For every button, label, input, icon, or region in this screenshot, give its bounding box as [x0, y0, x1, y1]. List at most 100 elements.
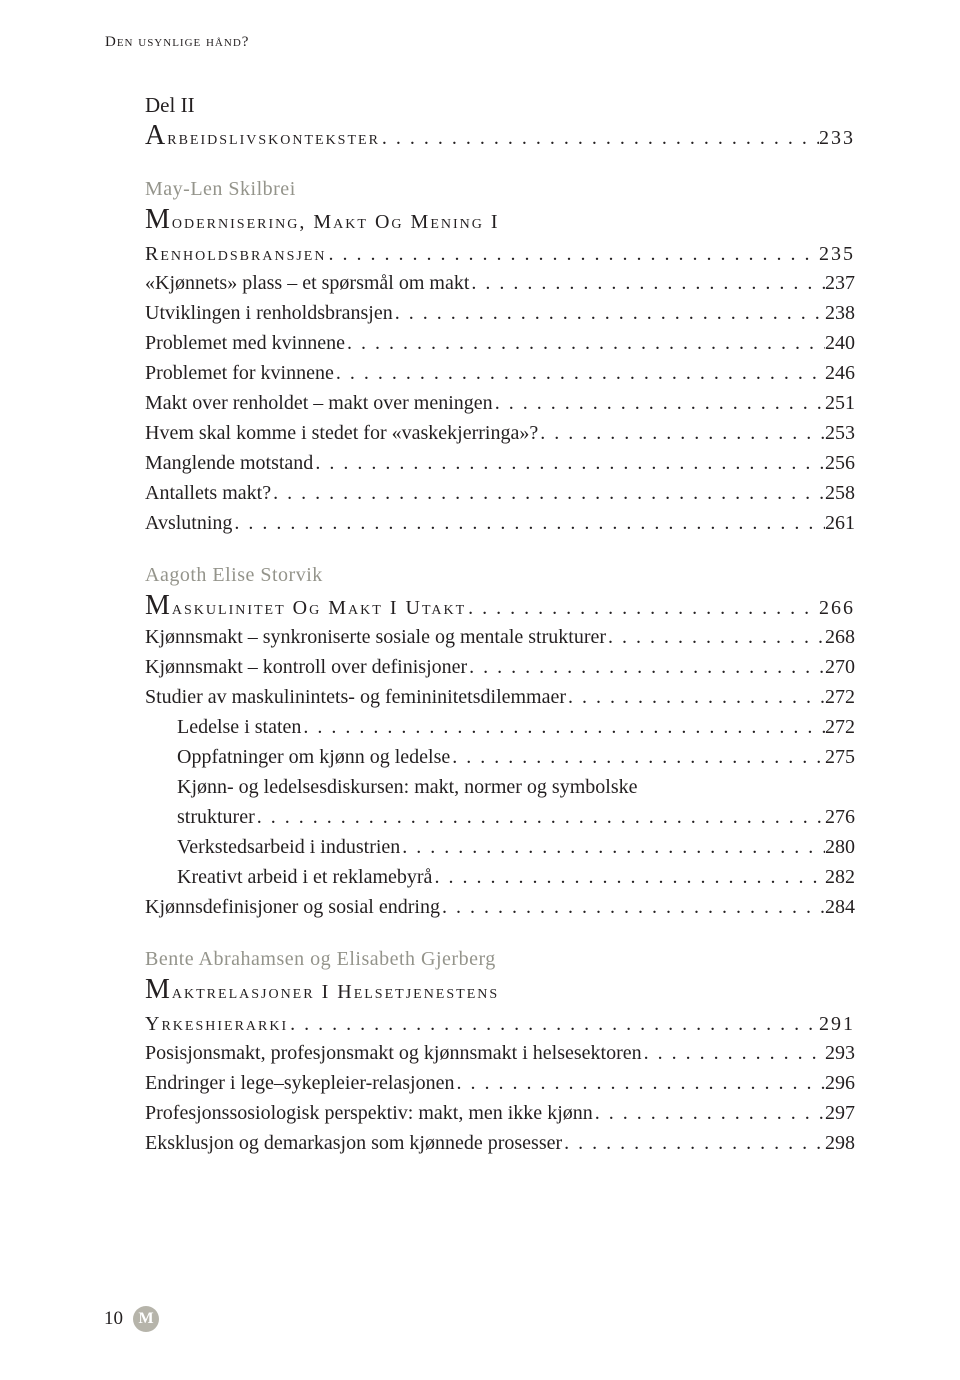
section-block: May-Len SkilbreiModernisering, makt og m…: [145, 178, 855, 538]
toc-entry-text: strukturer: [177, 802, 255, 832]
chapter-title-text: Arbeidslivskontekster: [145, 120, 380, 152]
toc-page: 272: [825, 682, 855, 712]
toc-page: 282: [825, 862, 855, 892]
toc-entry-text: Posisjonsmakt, profesjonsmakt og kjønnsm…: [145, 1038, 642, 1068]
toc-leader: . . . . . . . . . . . . . . . . . . . . …: [393, 298, 825, 328]
toc-page: 293: [825, 1038, 855, 1068]
toc-entry-text: Utviklingen i renholdsbransjen: [145, 298, 393, 328]
author: Bente Abrahamsen og Elisabeth Gjerberg: [145, 948, 855, 971]
chapter-title-text: yrkeshierarki: [145, 1006, 288, 1038]
toc-entry-text: Eksklusjon og demarkasjon som kjønnede p…: [145, 1128, 562, 1158]
toc-entry-text: Oppfatninger om kjønn og ledelse: [177, 742, 450, 772]
toc-page: 256: [825, 448, 855, 478]
toc-entry-text: Hvem skal komme i stedet for «vaskekjerr…: [145, 418, 538, 448]
toc-entry: Hvem skal komme i stedet for «vaskekjerr…: [145, 418, 855, 448]
toc-leader: . . . . . . . . . . . . . . . . . . . . …: [313, 448, 825, 478]
toc-entry: Problemet med kvinnene. . . . . . . . . …: [145, 328, 855, 358]
toc-entry: Kreativt arbeid i et reklamebyrå. . . . …: [145, 862, 855, 892]
running-head: Den usynlige hånd?: [105, 34, 855, 51]
toc-entry: Avslutning. . . . . . . . . . . . . . . …: [145, 508, 855, 538]
toc-entry-text: «Kjønnets» plass – et spørsmål om makt: [145, 268, 469, 298]
toc-entry-text: Antallets makt?: [145, 478, 271, 508]
toc-entry-text: Ledelse i staten: [177, 712, 301, 742]
toc-entry-text: Profesjonssosiologisk perspektiv: makt, …: [145, 1098, 593, 1128]
toc-entry: Oppfatninger om kjønn og ledelse. . . . …: [145, 742, 855, 772]
toc-page: 296: [825, 1068, 855, 1098]
toc-entry: Eksklusjon og demarkasjon som kjønnede p…: [145, 1128, 855, 1158]
toc-page: 240: [825, 328, 855, 358]
toc-entry-text: Verkstedsarbeid i industrien: [177, 832, 400, 862]
chapter-title: Maskulinitet og makt i utakt. . . . . . …: [145, 590, 855, 622]
author: Aagoth Elise Storvik: [145, 564, 855, 587]
toc-leader: . . . . . . . . . . . . . . . . . . . . …: [301, 712, 825, 742]
toc-page: 235: [819, 243, 855, 266]
toc-page: 251: [825, 388, 855, 418]
chapter-title-cont: renholdsbransjen. . . . . . . . . . . . …: [145, 236, 855, 268]
toc-leader: . . . . . . . . . . . . . . . . . . . . …: [334, 358, 825, 388]
toc-entry: strukturer. . . . . . . . . . . . . . . …: [145, 802, 855, 832]
toc-page: 266: [819, 597, 855, 620]
chapter-title-text: renholdsbransjen: [145, 236, 326, 268]
toc-leader: . . . . . . . . . . . . . . . . . . . . …: [493, 388, 825, 418]
toc-leader: . . . . . . . . . . . . . . . . . . . . …: [469, 268, 825, 298]
toc-page: 275: [825, 742, 855, 772]
toc-entry: Ledelse i staten. . . . . . . . . . . . …: [145, 712, 855, 742]
toc-entry: Kjønnsmakt – kontroll over definisjoner.…: [145, 652, 855, 682]
toc-page: 276: [825, 802, 855, 832]
toc-page: 298: [825, 1128, 855, 1158]
toc-entry-text: Studier av maskulinintets- og femininite…: [145, 682, 566, 712]
toc-page: 246: [825, 358, 855, 388]
toc-entry-text: Makt over renholdet – makt over meningen: [145, 388, 493, 418]
toc-entry: Manglende motstand. . . . . . . . . . . …: [145, 448, 855, 478]
toc-leader: . . . . . . . . . . . . . . . . . . . . …: [255, 802, 825, 832]
toc-leader: . . . . . . . . . . . . . . . . . . . . …: [288, 1013, 819, 1036]
toc-leader: . . . . . . . . . . . . . . . . . . . . …: [454, 1068, 825, 1098]
toc-entry: Utviklingen i renholdsbransjen. . . . . …: [145, 298, 855, 328]
toc-entry-text: Kreativt arbeid i et reklamebyrå: [177, 862, 432, 892]
toc-entry: «Kjønnets» plass – et spørsmål om makt. …: [145, 268, 855, 298]
footer-m-icon: M: [133, 1306, 159, 1332]
toc-leader: . . . . . . . . . . . . . . . . . . . . …: [440, 892, 825, 922]
part-label: Del II: [145, 93, 855, 118]
chapter-title: Modernisering, makt og mening i: [145, 204, 855, 236]
page: Den usynlige hånd? Del II Arbeidslivskon…: [0, 0, 960, 1158]
toc-entry-text: Problemet for kvinnene: [145, 358, 334, 388]
chapter-title-text: Maskulinitet og makt i utakt: [145, 590, 466, 622]
chapter-title-text: Modernisering, makt og mening i: [145, 204, 500, 236]
toc-entry: Makt over renholdet – makt over meningen…: [145, 388, 855, 418]
toc-leader: . . . . . . . . . . . . . . . . . . . . …: [566, 682, 825, 712]
toc-entry-text: Avslutning: [145, 508, 232, 538]
toc-entry: Antallets makt?. . . . . . . . . . . . .…: [145, 478, 855, 508]
toc-leader: . . . . . . . . . . . . . . . . . . . . …: [345, 328, 825, 358]
chapter-title: Arbeidslivskontekster. . . . . . . . . .…: [145, 120, 855, 152]
toc-page: 284: [825, 892, 855, 922]
toc-entry-text: Kjønnsmakt – kontroll over definisjoner: [145, 652, 467, 682]
toc-entry: Kjønn- og ledelsesdiskursen: makt, norme…: [145, 772, 855, 802]
toc-leader: . . . . . . . . . . . . . . . . . . . . …: [562, 1128, 825, 1158]
toc-page: 272: [825, 712, 855, 742]
toc-leader: . . . . . . . . . . . . . . . . . . . . …: [606, 622, 825, 652]
toc-leader: . . . . . . . . . . . . . . . . . . . . …: [400, 832, 825, 862]
toc-page: 233: [819, 127, 855, 150]
toc-leader: . . . . . . . . . . . . . . . . . . . . …: [538, 418, 825, 448]
section-block: Arbeidslivskontekster. . . . . . . . . .…: [145, 120, 855, 152]
toc-leader: . . . . . . . . . . . . . . . . . . . . …: [380, 127, 819, 150]
toc-page: 261: [825, 508, 855, 538]
toc-entry-text: Kjønnsmakt – synkroniserte sosiale og me…: [145, 622, 606, 652]
toc-page: 238: [825, 298, 855, 328]
toc-entry: Kjønnsdefinisjoner og sosial endring. . …: [145, 892, 855, 922]
toc-page: 280: [825, 832, 855, 862]
chapter-title-text: Maktrelasjoner i helsetjenestens: [145, 974, 499, 1006]
toc-entry: Studier av maskulinintets- og femininite…: [145, 682, 855, 712]
toc-page: 297: [825, 1098, 855, 1128]
toc-page: 253: [825, 418, 855, 448]
toc-entry-text: Problemet med kvinnene: [145, 328, 345, 358]
toc-leader: . . . . . . . . . . . . . . . . . . . . …: [467, 652, 825, 682]
toc-leader: . . . . . . . . . . . . . . . . . . . . …: [326, 243, 819, 266]
toc-leader: . . . . . . . . . . . . . . . . . . . . …: [432, 862, 825, 892]
footer: 10 M: [104, 1306, 159, 1332]
toc-container: Arbeidslivskontekster. . . . . . . . . .…: [105, 120, 855, 1158]
toc-page: 258: [825, 478, 855, 508]
toc-leader: . . . . . . . . . . . . . . . . . . . . …: [450, 742, 825, 772]
toc-entry-text: Manglende motstand: [145, 448, 313, 478]
